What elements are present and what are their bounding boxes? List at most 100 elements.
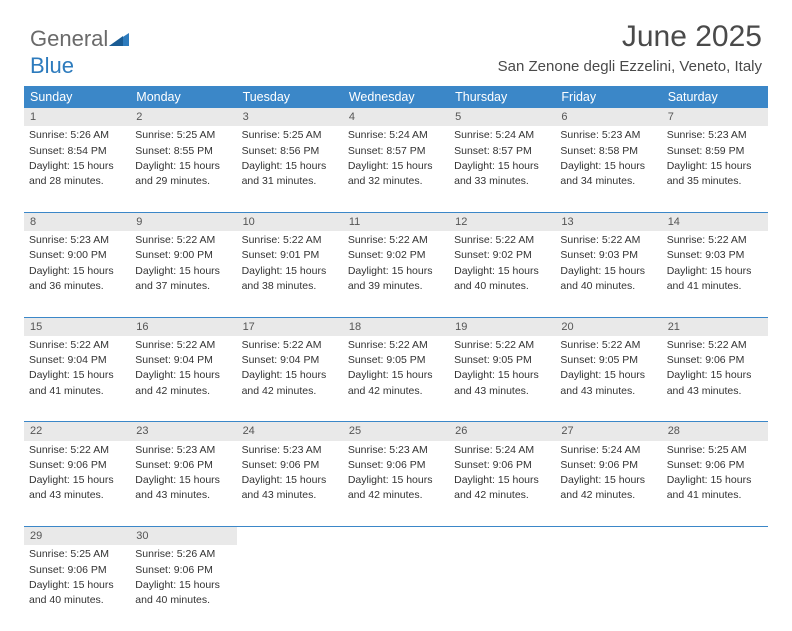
day-number: 22 — [24, 422, 130, 441]
day1-text: Daylight: 15 hours — [348, 368, 444, 383]
day2-text: and 42 minutes. — [348, 384, 444, 399]
col-sunday: Sunday — [24, 86, 130, 108]
sunrise-text: Sunrise: 5:26 AM — [135, 547, 231, 562]
sunrise-text: Sunrise: 5:24 AM — [454, 443, 550, 458]
sunrise-text: Sunrise: 5:22 AM — [29, 338, 125, 353]
sunrise-text: Sunrise: 5:22 AM — [242, 233, 338, 248]
day-cell — [343, 545, 449, 631]
sunset-text: Sunset: 8:54 PM — [29, 144, 125, 159]
day-cell: Sunrise: 5:25 AMSunset: 9:06 PMDaylight:… — [24, 545, 130, 631]
sunrise-text: Sunrise: 5:22 AM — [29, 443, 125, 458]
sunrise-text: Sunrise: 5:22 AM — [135, 233, 231, 248]
sunrise-text: Sunrise: 5:22 AM — [560, 338, 656, 353]
sunrise-text: Sunrise: 5:23 AM — [667, 128, 763, 143]
week-row: Sunrise: 5:23 AMSunset: 9:00 PMDaylight:… — [24, 231, 768, 317]
day2-text: and 40 minutes. — [29, 593, 125, 608]
sunset-text: Sunset: 8:58 PM — [560, 144, 656, 159]
daynum-row: 1234567 — [24, 108, 768, 126]
day-cell: Sunrise: 5:22 AMSunset: 9:06 PMDaylight:… — [662, 336, 768, 422]
day2-text: and 43 minutes. — [242, 488, 338, 503]
day1-text: Daylight: 15 hours — [454, 159, 550, 174]
daynum-row: 15161718192021 — [24, 317, 768, 336]
sunrise-text: Sunrise: 5:24 AM — [348, 128, 444, 143]
sunset-text: Sunset: 9:01 PM — [242, 248, 338, 263]
day2-text: and 42 minutes. — [348, 488, 444, 503]
col-wednesday: Wednesday — [343, 86, 449, 108]
day-cell: Sunrise: 5:22 AMSunset: 9:02 PMDaylight:… — [449, 231, 555, 317]
day-number: 9 — [130, 212, 236, 231]
sunrise-text: Sunrise: 5:22 AM — [667, 233, 763, 248]
sunset-text: Sunset: 8:56 PM — [242, 144, 338, 159]
sunrise-text: Sunrise: 5:22 AM — [560, 233, 656, 248]
day-number: 1 — [24, 108, 130, 126]
day-cell — [555, 545, 661, 631]
day1-text: Daylight: 15 hours — [667, 368, 763, 383]
day1-text: Daylight: 15 hours — [560, 159, 656, 174]
day-cell: Sunrise: 5:24 AMSunset: 9:06 PMDaylight:… — [555, 441, 661, 527]
day1-text: Daylight: 15 hours — [29, 473, 125, 488]
day1-text: Daylight: 15 hours — [454, 473, 550, 488]
day-cell: Sunrise: 5:22 AMSunset: 9:05 PMDaylight:… — [449, 336, 555, 422]
day-cell: Sunrise: 5:23 AMSunset: 9:06 PMDaylight:… — [237, 441, 343, 527]
sunset-text: Sunset: 9:06 PM — [454, 458, 550, 473]
day-number — [343, 527, 449, 546]
day-number: 29 — [24, 527, 130, 546]
day-number: 18 — [343, 317, 449, 336]
sunrise-text: Sunrise: 5:23 AM — [348, 443, 444, 458]
day-cell: Sunrise: 5:22 AMSunset: 9:04 PMDaylight:… — [24, 336, 130, 422]
month-title: June 2025 — [498, 20, 762, 54]
day-cell — [237, 545, 343, 631]
day2-text: and 40 minutes. — [454, 279, 550, 294]
day2-text: and 28 minutes. — [29, 174, 125, 189]
sunset-text: Sunset: 9:04 PM — [135, 353, 231, 368]
sunset-text: Sunset: 9:05 PM — [560, 353, 656, 368]
day-cell — [662, 545, 768, 631]
sunset-text: Sunset: 9:04 PM — [242, 353, 338, 368]
day1-text: Daylight: 15 hours — [348, 264, 444, 279]
location-label: San Zenone degli Ezzelini, Veneto, Italy — [498, 58, 762, 75]
sunrise-text: Sunrise: 5:25 AM — [242, 128, 338, 143]
day-number: 19 — [449, 317, 555, 336]
day-number: 7 — [662, 108, 768, 126]
week-row: Sunrise: 5:22 AMSunset: 9:04 PMDaylight:… — [24, 336, 768, 422]
day-cell: Sunrise: 5:23 AMSunset: 9:06 PMDaylight:… — [130, 441, 236, 527]
sunrise-text: Sunrise: 5:22 AM — [348, 233, 444, 248]
day-cell: Sunrise: 5:22 AMSunset: 9:03 PMDaylight:… — [662, 231, 768, 317]
sunset-text: Sunset: 8:55 PM — [135, 144, 231, 159]
day-cell: Sunrise: 5:22 AMSunset: 9:00 PMDaylight:… — [130, 231, 236, 317]
sunset-text: Sunset: 9:06 PM — [667, 353, 763, 368]
day1-text: Daylight: 15 hours — [242, 368, 338, 383]
sunset-text: Sunset: 9:05 PM — [454, 353, 550, 368]
sunrise-text: Sunrise: 5:22 AM — [454, 338, 550, 353]
day-number: 16 — [130, 317, 236, 336]
header: June 2025 San Zenone degli Ezzelini, Ven… — [498, 20, 762, 75]
sunrise-text: Sunrise: 5:22 AM — [242, 338, 338, 353]
day-cell: Sunrise: 5:24 AMSunset: 8:57 PMDaylight:… — [449, 126, 555, 212]
sunset-text: Sunset: 9:05 PM — [348, 353, 444, 368]
day-number — [449, 527, 555, 546]
day1-text: Daylight: 15 hours — [454, 368, 550, 383]
day-number: 30 — [130, 527, 236, 546]
day1-text: Daylight: 15 hours — [242, 264, 338, 279]
sunrise-text: Sunrise: 5:23 AM — [29, 233, 125, 248]
day-cell: Sunrise: 5:22 AMSunset: 9:05 PMDaylight:… — [555, 336, 661, 422]
day1-text: Daylight: 15 hours — [135, 368, 231, 383]
day2-text: and 42 minutes. — [560, 488, 656, 503]
day2-text: and 38 minutes. — [242, 279, 338, 294]
sunset-text: Sunset: 9:02 PM — [348, 248, 444, 263]
day-cell: Sunrise: 5:25 AMSunset: 8:56 PMDaylight:… — [237, 126, 343, 212]
day2-text: and 33 minutes. — [454, 174, 550, 189]
day1-text: Daylight: 15 hours — [242, 159, 338, 174]
col-monday: Monday — [130, 86, 236, 108]
logo: General Blue — [30, 26, 131, 79]
day1-text: Daylight: 15 hours — [560, 368, 656, 383]
sunset-text: Sunset: 9:06 PM — [348, 458, 444, 473]
day-number: 11 — [343, 212, 449, 231]
day1-text: Daylight: 15 hours — [29, 264, 125, 279]
day2-text: and 43 minutes. — [560, 384, 656, 399]
day1-text: Daylight: 15 hours — [135, 473, 231, 488]
day-cell: Sunrise: 5:26 AMSunset: 8:54 PMDaylight:… — [24, 126, 130, 212]
day2-text: and 43 minutes. — [667, 384, 763, 399]
daynum-row: 22232425262728 — [24, 422, 768, 441]
day1-text: Daylight: 15 hours — [667, 264, 763, 279]
